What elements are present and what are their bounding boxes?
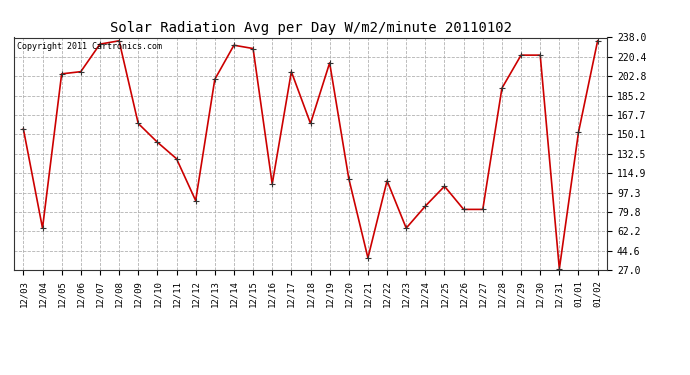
Text: Copyright 2011 Cartronics.com: Copyright 2011 Cartronics.com	[17, 42, 161, 51]
Title: Solar Radiation Avg per Day W/m2/minute 20110102: Solar Radiation Avg per Day W/m2/minute …	[110, 21, 511, 35]
